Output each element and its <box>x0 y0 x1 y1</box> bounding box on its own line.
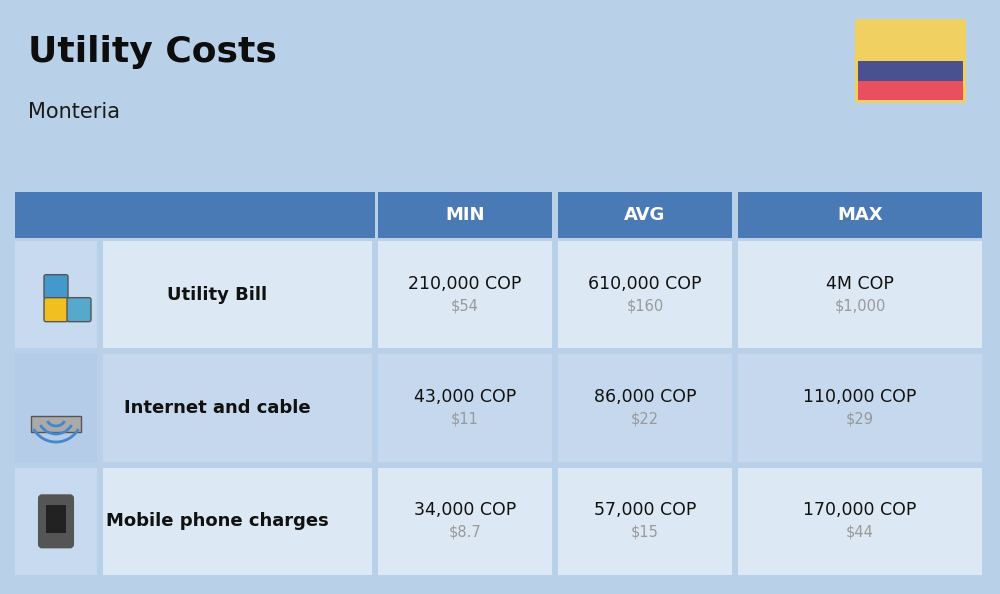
Text: 210,000 COP: 210,000 COP <box>408 274 522 293</box>
Bar <box>738 467 982 575</box>
Text: Mobile phone charges: Mobile phone charges <box>106 513 329 530</box>
Text: 170,000 COP: 170,000 COP <box>803 501 917 519</box>
Text: 34,000 COP: 34,000 COP <box>414 501 516 519</box>
Text: Utility Bill: Utility Bill <box>167 286 268 304</box>
Bar <box>558 467 732 575</box>
Bar <box>103 467 372 575</box>
Bar <box>558 241 732 348</box>
Bar <box>31 416 81 432</box>
Bar <box>558 355 732 462</box>
Bar <box>558 192 732 238</box>
Bar <box>738 241 982 348</box>
Text: $11: $11 <box>451 412 479 426</box>
FancyBboxPatch shape <box>44 274 68 299</box>
Text: 57,000 COP: 57,000 COP <box>594 501 696 519</box>
Bar <box>378 467 552 575</box>
Text: $8.7: $8.7 <box>449 525 481 540</box>
Text: MAX: MAX <box>837 206 883 224</box>
Text: $44: $44 <box>846 525 874 540</box>
Bar <box>103 355 372 462</box>
Bar <box>738 192 982 238</box>
Bar <box>858 81 963 100</box>
Text: 86,000 COP: 86,000 COP <box>594 388 696 406</box>
Text: $1,000: $1,000 <box>834 298 886 313</box>
Text: $160: $160 <box>626 298 664 313</box>
Bar <box>858 61 963 81</box>
Bar <box>103 241 372 348</box>
FancyBboxPatch shape <box>44 298 68 322</box>
Bar <box>15 192 375 238</box>
Text: 110,000 COP: 110,000 COP <box>803 388 917 406</box>
Text: Utility Costs: Utility Costs <box>28 35 277 69</box>
Bar <box>738 355 982 462</box>
FancyBboxPatch shape <box>39 495 73 547</box>
Text: $22: $22 <box>631 412 659 426</box>
Text: Internet and cable: Internet and cable <box>124 399 311 417</box>
Text: $29: $29 <box>846 412 874 426</box>
Text: $54: $54 <box>451 298 479 313</box>
Text: 43,000 COP: 43,000 COP <box>414 388 516 406</box>
Text: Monteria: Monteria <box>28 102 120 122</box>
Text: AVG: AVG <box>624 206 666 224</box>
Text: MIN: MIN <box>445 206 485 224</box>
Bar <box>378 355 552 462</box>
Bar <box>15 241 97 348</box>
Text: 4M COP: 4M COP <box>826 274 894 293</box>
Text: $15: $15 <box>631 525 659 540</box>
Bar <box>46 505 66 533</box>
FancyBboxPatch shape <box>67 298 91 322</box>
Bar <box>15 355 97 462</box>
Text: 610,000 COP: 610,000 COP <box>588 274 702 293</box>
Bar <box>15 467 97 575</box>
Bar <box>378 192 552 238</box>
FancyBboxPatch shape <box>855 19 966 103</box>
Bar <box>378 241 552 348</box>
Bar <box>858 22 963 61</box>
